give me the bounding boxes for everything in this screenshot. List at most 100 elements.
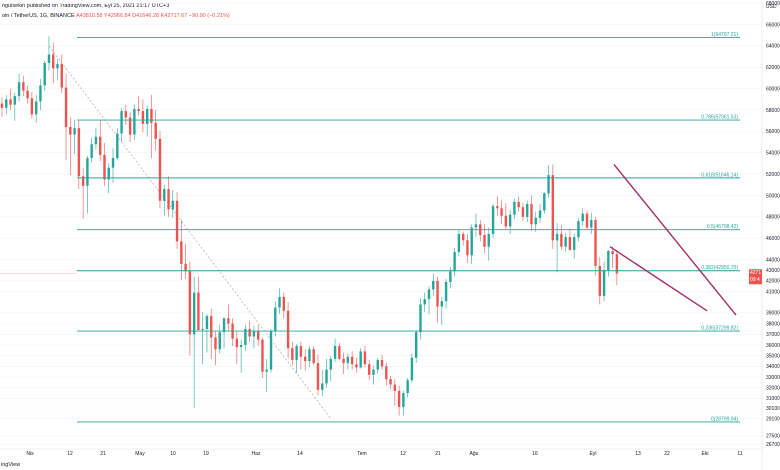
- candle-body: [47, 54, 51, 64]
- wedge-lower-line: [609, 246, 708, 312]
- y-tick-label: 62000: [766, 65, 780, 71]
- price-axis[interactable]: 26700 27500 29100 30100 31000 32000 33000 34000…: [766, 1, 780, 448]
- candle-body: [128, 117, 132, 135]
- candle-body: [402, 393, 405, 407]
- x-tick-label: 21: [435, 451, 441, 457]
- candle-body: [103, 154, 106, 180]
- candle-body: [201, 328, 204, 331]
- candle-body: [321, 383, 324, 390]
- candle-body: [133, 108, 136, 135]
- fibonacci-levels: 1(64797.21) 0.786(57061.53) 0.618(51646.14…: [0, 32, 740, 422]
- candle-body: [385, 366, 388, 380]
- candle-body: [116, 133, 119, 159]
- candle-body: [13, 96, 17, 105]
- x-tick-label: 19: [203, 451, 209, 457]
- fib-level-label: 0.382(42950.70): [701, 265, 738, 271]
- y-tick-label: 29100: [766, 416, 780, 422]
- candle-body: [17, 82, 21, 97]
- candle-body: [585, 213, 589, 228]
- y-tick-label: 38000: [766, 321, 780, 327]
- time-axis[interactable]: Nis 12 21 May 10 19 Haz 14 Tem 12 21 Ağu 16 Eyl 13 22 Ek…: [0, 448, 762, 457]
- y-tick-label: 41000: [766, 289, 780, 295]
- candle-body: [551, 175, 555, 241]
- candle-body: [218, 332, 221, 350]
- candle-body: [393, 384, 397, 391]
- candle-body: [141, 111, 145, 124]
- candle-body: [86, 158, 89, 186]
- y-tick-label: 66000: [766, 22, 780, 28]
- candle-body: [244, 328, 247, 345]
- candle-body: [513, 201, 516, 215]
- candle-body: [43, 63, 46, 86]
- y-tick-label: 54000: [766, 151, 780, 157]
- last-price-badge-bg: [749, 269, 762, 285]
- y-tick-label: 46000: [766, 236, 780, 242]
- candle-body: [611, 250, 614, 255]
- candle-body: [487, 233, 490, 247]
- candle-body: [496, 206, 499, 209]
- y-tick-label: 33000: [766, 375, 780, 381]
- candle-body: [564, 237, 567, 247]
- candle-body: [286, 310, 290, 349]
- candle-body: [26, 90, 29, 99]
- candle-body: [163, 189, 166, 201]
- candle-body: [184, 263, 187, 272]
- candle-body: [436, 280, 439, 307]
- candle-body: [291, 348, 294, 360]
- x-tick-label: 13: [635, 451, 641, 457]
- y-tick-label: 34000: [766, 364, 780, 370]
- x-tick-label: 14: [297, 451, 303, 457]
- candle-body: [543, 193, 546, 211]
- candle-body: [372, 369, 375, 375]
- candle-body: [560, 233, 563, 247]
- candle-body: [342, 358, 345, 364]
- y-tick-label: 32000: [766, 386, 780, 392]
- candle-body: [590, 220, 593, 228]
- y-tick-label: 68000: [766, 1, 780, 7]
- candle-body: [52, 54, 55, 69]
- candle-body: [594, 220, 597, 266]
- y-tick-label: 64000: [766, 44, 780, 50]
- x-tick-label: 10: [170, 451, 176, 457]
- candle-body: [547, 175, 550, 194]
- x-tick-label: Ağu: [470, 451, 479, 457]
- candle-body: [466, 240, 469, 256]
- candle-body: [257, 331, 260, 340]
- last-price-countdown: 09:4: [750, 277, 760, 283]
- fib-level-label: 1(64797.21): [711, 32, 738, 38]
- candle-body: [99, 136, 102, 155]
- candle-body: [526, 204, 529, 217]
- candle-body: [60, 64, 63, 88]
- candle-body: [355, 364, 358, 368]
- candle-body: [69, 127, 72, 135]
- fib-level-label: 0.618(51646.14): [701, 172, 738, 178]
- x-tick-label: Eyl: [590, 451, 597, 457]
- y-tick-label: 30100: [766, 406, 780, 412]
- candle-body: [534, 217, 537, 225]
- candle-body: [180, 241, 183, 264]
- candle-body: [303, 356, 307, 362]
- candle-body: [474, 224, 478, 228]
- x-tick-label: 21: [100, 451, 106, 457]
- symbol-info: oin / TetherUS, 1G, BINANCE: [2, 13, 75, 19]
- candle-body: [555, 233, 559, 241]
- candle-body: [137, 108, 140, 112]
- candle-body: [210, 316, 213, 338]
- price-axis-unit: USD: [766, 4, 777, 10]
- candle-body: [316, 363, 320, 390]
- candle-body: [530, 204, 533, 225]
- y-tick-label: 43000: [766, 268, 780, 274]
- candle-body: [419, 304, 422, 333]
- candle-body: [491, 206, 495, 234]
- candle-body: [188, 271, 192, 335]
- x-tick-label: 12: [400, 451, 406, 457]
- candle-body: [222, 318, 226, 333]
- candle-body: [56, 64, 59, 69]
- y-tick-label: 58000: [766, 108, 780, 114]
- candle-body: [568, 237, 572, 250]
- y-tick-label: 26700: [766, 442, 780, 448]
- candle-body: [77, 128, 81, 177]
- candle-body: [22, 82, 25, 91]
- candle-body: [34, 101, 38, 115]
